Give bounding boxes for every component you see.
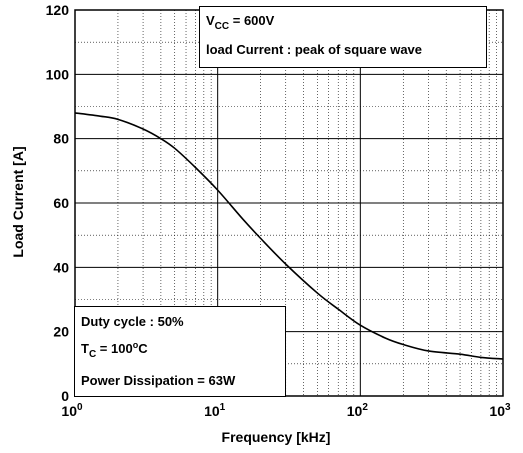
x-tick-labels: 100 101 102 103 [61,402,511,419]
load-current-condition: load Current : peak of square wave [206,42,423,57]
case-temperature-condition: TC = 100oC [81,340,148,360]
y-tick-label: 0 [61,388,69,404]
x-tick-label: 102 [347,402,369,419]
duty-cycle-condition: Duty cycle : 50% [81,314,184,329]
y-tick-label: 80 [53,131,69,147]
y-tick-label: 20 [53,324,69,340]
y-tick-labels: 0 20 40 60 80 100 120 [46,2,70,404]
y-axis-label: Load Current [A] [10,146,26,257]
x-axis-label: Frequency [kHz] [222,429,331,445]
y-tick-label: 100 [46,66,70,82]
x-tick-label: 103 [489,402,511,419]
y-tick-label: 40 [53,259,69,275]
x-tick-label: 101 [204,402,226,419]
x-tick-label: 100 [61,402,83,419]
y-tick-label: 60 [53,195,69,211]
load-current-curve [74,112,504,360]
vcc-condition: VCC = 600V [206,13,275,32]
y-tick-label: 120 [46,2,70,18]
conditions-box-top: VCC = 600V load Current : peak of square… [199,6,487,68]
conditions-box-bottom: Duty cycle : 50% TC = 100oC Power Dissip… [74,306,286,397]
power-dissipation-condition: Power Dissipation = 63W [81,373,236,388]
